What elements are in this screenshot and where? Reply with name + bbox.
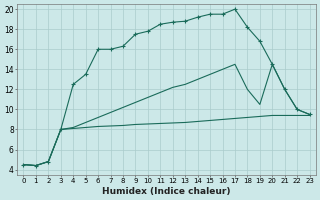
X-axis label: Humidex (Indice chaleur): Humidex (Indice chaleur) xyxy=(102,187,231,196)
